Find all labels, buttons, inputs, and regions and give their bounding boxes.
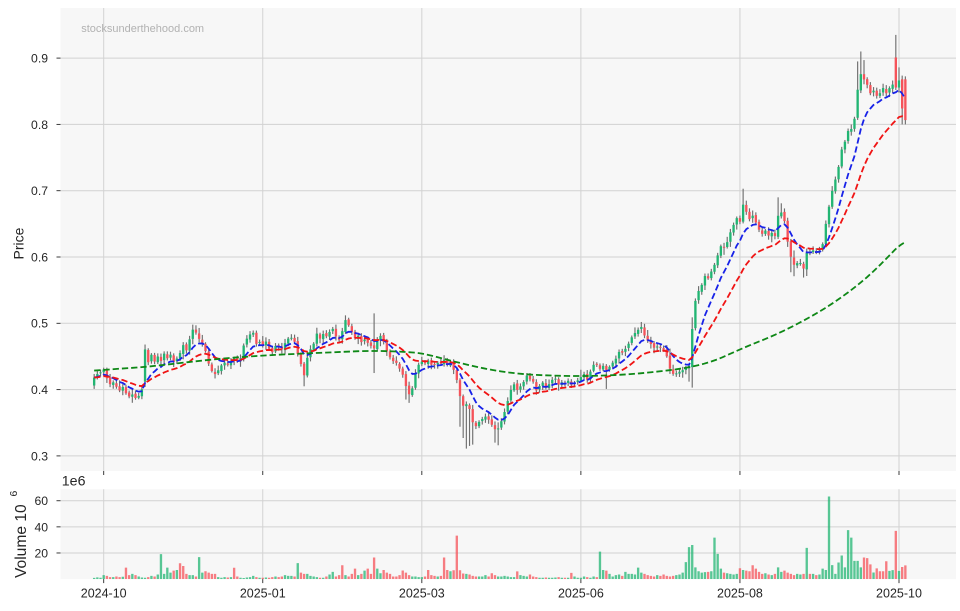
- svg-text:0.6: 0.6: [31, 250, 48, 264]
- svg-text:2025-03: 2025-03: [399, 587, 445, 601]
- svg-text:2025-10: 2025-10: [876, 587, 922, 601]
- svg-text:0.7: 0.7: [31, 184, 48, 198]
- svg-text:0.9: 0.9: [31, 52, 48, 66]
- svg-text:2024-10: 2024-10: [81, 587, 127, 601]
- svg-text:2025-01: 2025-01: [240, 587, 286, 601]
- svg-text:Price: Price: [11, 227, 27, 259]
- svg-text:Volume 10: Volume 10: [13, 504, 30, 578]
- svg-text:2025-08: 2025-08: [717, 587, 763, 601]
- svg-text:stocksunderthehood.com: stocksunderthehood.com: [81, 23, 204, 35]
- svg-text:1e6: 1e6: [62, 473, 86, 489]
- svg-text:6: 6: [8, 491, 20, 497]
- svg-text:2025-06: 2025-06: [558, 587, 604, 601]
- svg-text:40: 40: [34, 520, 48, 534]
- svg-text:0.3: 0.3: [31, 449, 48, 463]
- svg-text:20: 20: [34, 546, 48, 560]
- svg-text:0.5: 0.5: [31, 317, 48, 331]
- svg-text:60: 60: [34, 494, 48, 508]
- svg-text:0.8: 0.8: [31, 118, 48, 132]
- svg-text:0.4: 0.4: [31, 383, 48, 397]
